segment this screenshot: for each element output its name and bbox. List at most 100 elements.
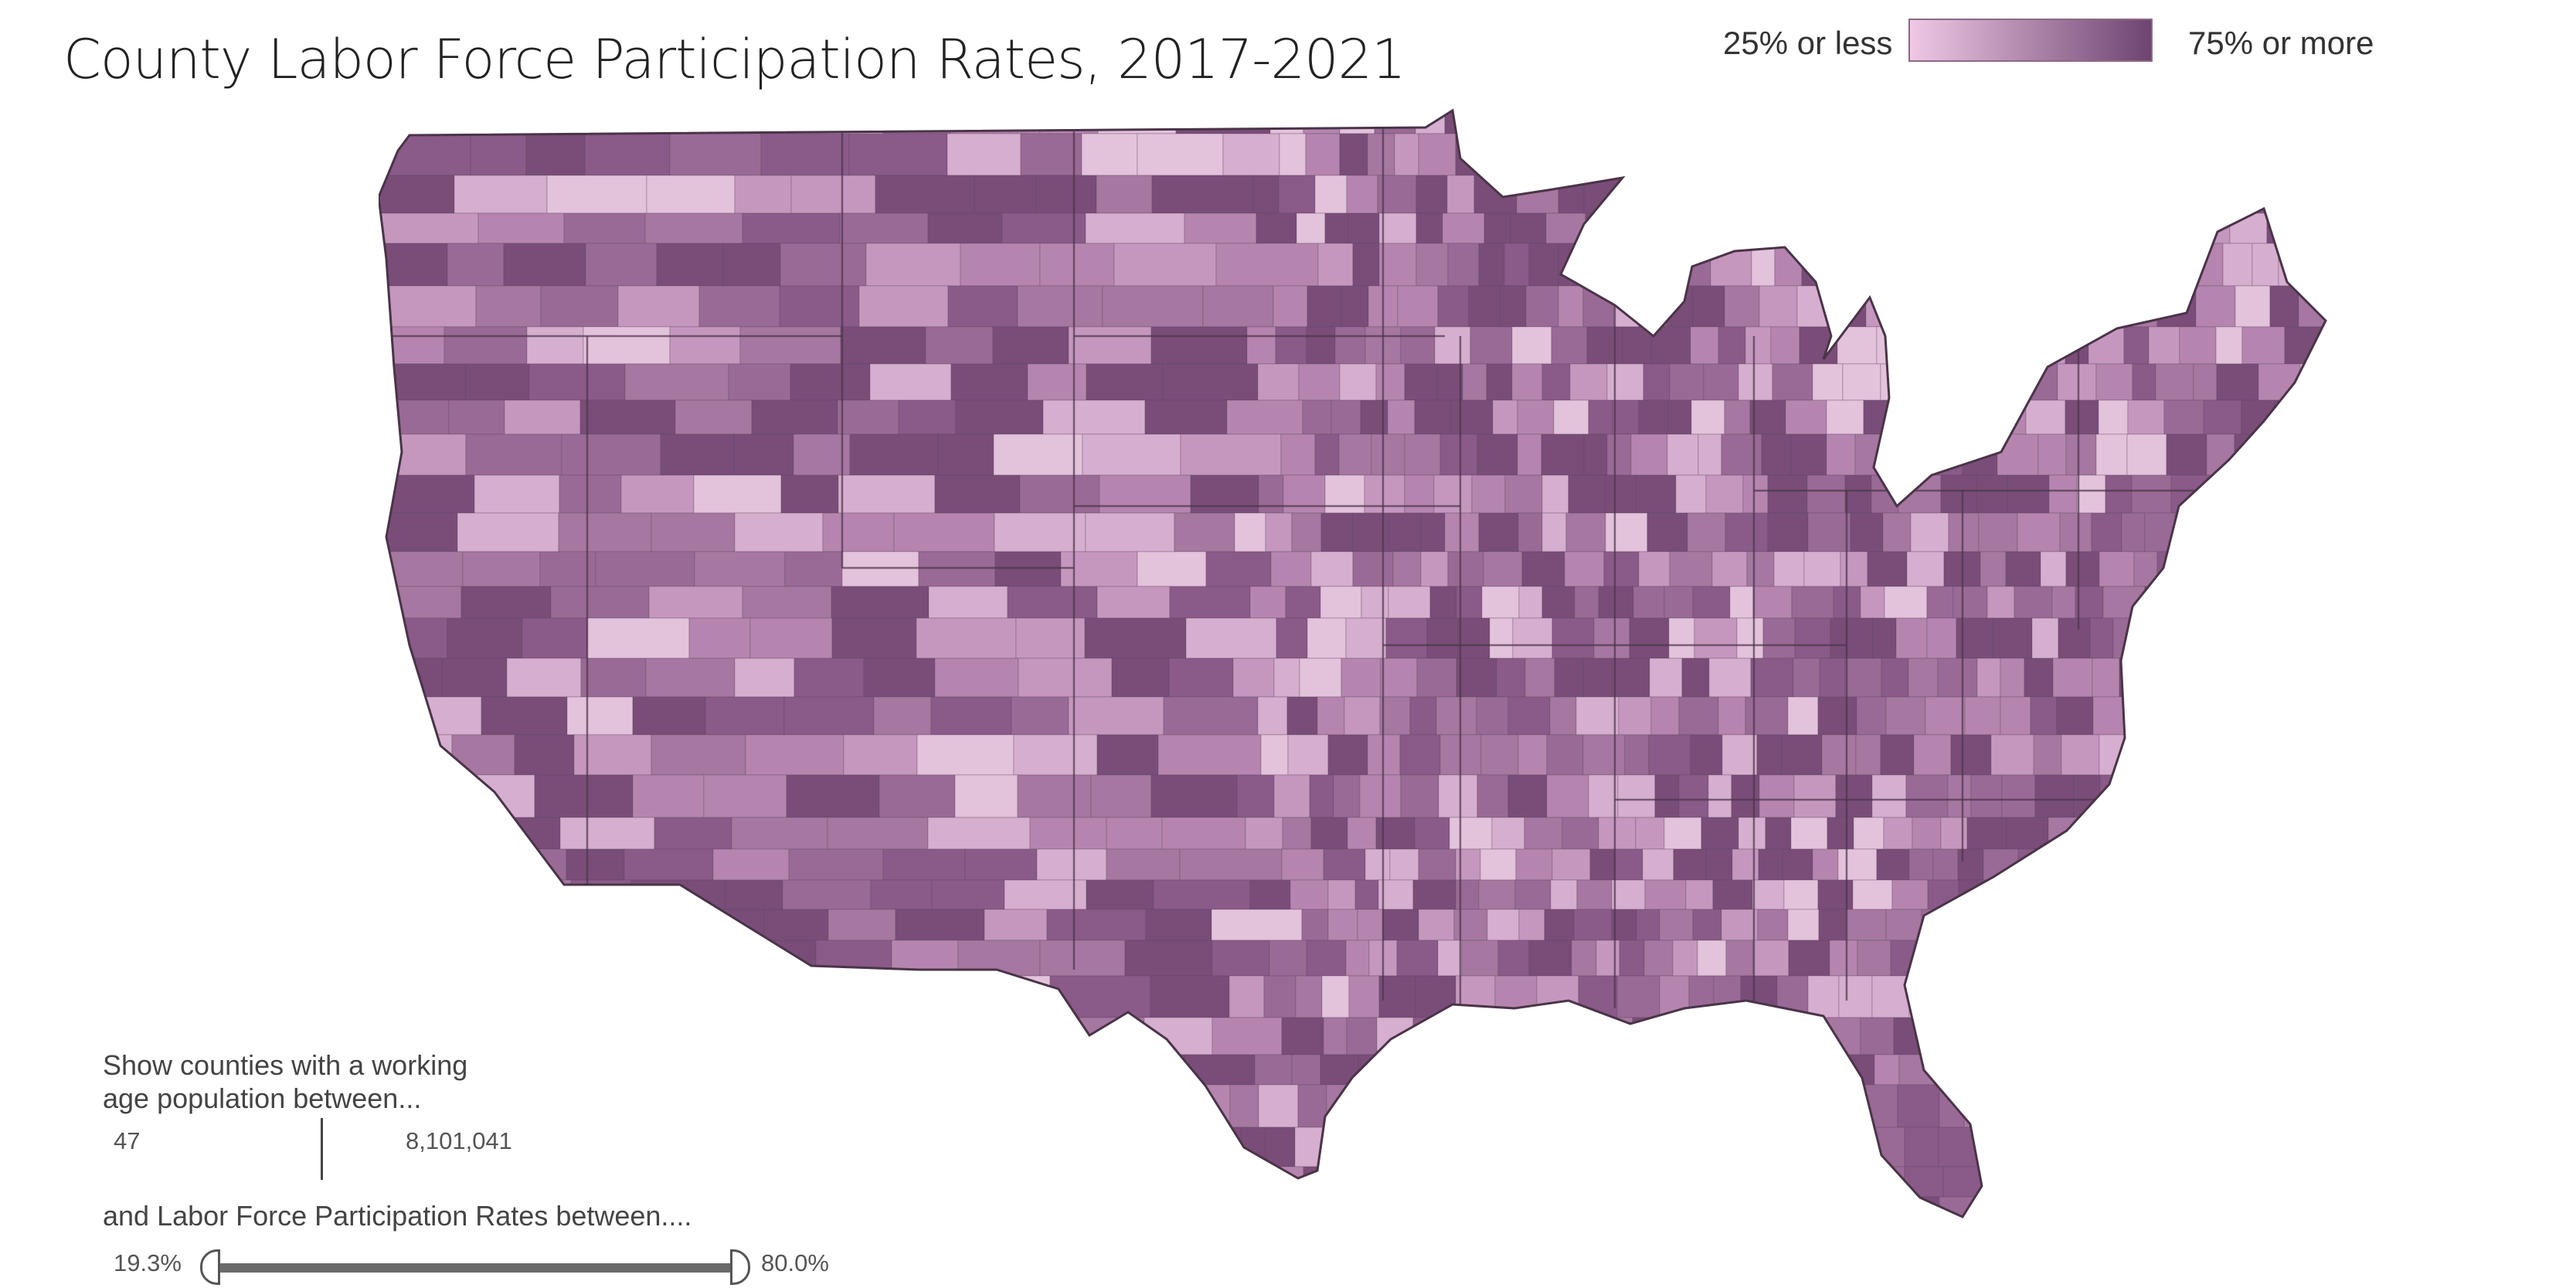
county-cell	[2300, 774, 2326, 818]
county-cell	[2281, 734, 2325, 776]
county-cell	[1371, 433, 1405, 476]
county-cell	[1787, 175, 1813, 214]
county-cell	[780, 243, 867, 287]
county-cell	[1352, 551, 1394, 587]
county-cell	[2126, 433, 2167, 476]
county-cell	[2294, 133, 2326, 176]
county-cell	[467, 909, 546, 941]
county-cell	[2048, 474, 2078, 514]
county-cell	[2097, 1127, 2139, 1167]
county-cell	[2232, 817, 2259, 850]
county-cell	[1436, 363, 1463, 401]
county-cell	[1718, 326, 1746, 365]
county-cell	[2036, 1196, 2068, 1217]
county-cell	[645, 658, 736, 698]
county-cell	[2434, 1229, 2465, 1232]
population-range-slider[interactable]	[321, 1118, 323, 1180]
county-cell	[2292, 1017, 2323, 1055]
county-cell	[1606, 363, 1644, 401]
county-cell	[1652, 212, 1695, 244]
county-cell	[2457, 104, 2465, 134]
county-cell	[1773, 551, 1805, 587]
county-cell	[815, 940, 892, 977]
county-cell	[841, 551, 919, 587]
county-cell	[878, 774, 956, 818]
county-cell	[1410, 1196, 1452, 1217]
rate-range-slider-track[interactable]	[211, 1263, 736, 1273]
county-cell	[873, 696, 932, 736]
county-cell	[1273, 658, 1300, 698]
county-cell	[1229, 1084, 1259, 1128]
county-cell	[1752, 586, 1793, 619]
county-cell	[2215, 326, 2243, 365]
county-cell	[2183, 909, 2212, 941]
county-cell	[1793, 658, 1820, 698]
county-cell	[1606, 433, 1632, 476]
county-cell	[1478, 879, 1516, 910]
us-county-choropleth-map[interactable]	[379, 104, 2465, 1232]
county-cell	[2122, 133, 2156, 176]
county-cell	[1387, 399, 1415, 435]
county-cell	[2027, 326, 2066, 365]
county-cell	[1598, 817, 1636, 850]
county-cell	[1321, 975, 1350, 1018]
county-cell	[1947, 774, 1972, 818]
county-cell	[1672, 940, 1698, 977]
county-cell	[2334, 364, 2375, 400]
county-cell	[2014, 586, 2053, 619]
county-cell	[1455, 975, 1496, 1018]
county-cell	[1345, 617, 1387, 659]
county-cell	[2167, 1054, 2200, 1086]
county-cell	[1934, 1054, 1970, 1086]
county-cell	[2254, 512, 2283, 552]
county-cell	[1616, 975, 1660, 1018]
rate-slider-max-handle[interactable]	[730, 1249, 750, 1285]
county-cell	[1573, 909, 1613, 941]
county-cell	[1622, 1196, 1647, 1217]
county-cell	[1968, 110, 2005, 134]
rate-slider-min-handle[interactable]	[200, 1249, 220, 1285]
county-cell	[2213, 848, 2239, 881]
county-cell	[1635, 817, 1665, 850]
county-cell	[2354, 1018, 2390, 1055]
county-cell	[1605, 512, 1648, 552]
county-cell	[1919, 1229, 1956, 1232]
county-cell	[1605, 110, 1635, 134]
county-cell	[1698, 433, 1722, 476]
county-cell	[786, 774, 880, 818]
county-cell	[2384, 697, 2409, 735]
county-cell	[2194, 133, 2228, 176]
county-cell	[1281, 848, 1324, 881]
county-cell	[1551, 617, 1595, 659]
county-cell	[1945, 940, 1986, 977]
county-cell	[2340, 775, 2380, 817]
county-cell	[2098, 1054, 2132, 1086]
county-cell	[1648, 734, 1691, 776]
county-cell	[2347, 552, 2387, 586]
county-cell	[2166, 433, 2207, 476]
county-cell	[506, 658, 582, 698]
county-cell	[1323, 848, 1366, 881]
county-cell	[1633, 110, 1668, 134]
county-cell	[1483, 1127, 1512, 1167]
county-cell	[2315, 940, 2326, 977]
county-cell	[1029, 817, 1107, 850]
rate-filter-label: and Labor Force Participation Rates betw…	[103, 1200, 692, 1232]
county-cell	[1978, 1196, 2007, 1217]
county-cell	[1910, 512, 1949, 552]
county-cell	[2371, 1085, 2414, 1127]
county-cell	[1212, 1017, 1283, 1055]
county-cell	[2059, 512, 2092, 552]
county-cell	[733, 433, 794, 476]
county-cell	[1487, 133, 1514, 176]
county-cell	[1964, 696, 2001, 736]
county-cell	[1589, 848, 1615, 881]
county-cell	[2336, 618, 2363, 658]
county-cell	[2148, 326, 2180, 365]
county-cell	[2008, 1166, 2044, 1198]
county-cell	[2362, 976, 2396, 1018]
county-cell	[1603, 551, 1640, 587]
county-cell	[2004, 975, 2041, 1018]
county-cell	[1765, 817, 1792, 850]
county-cell	[1755, 1166, 1789, 1198]
